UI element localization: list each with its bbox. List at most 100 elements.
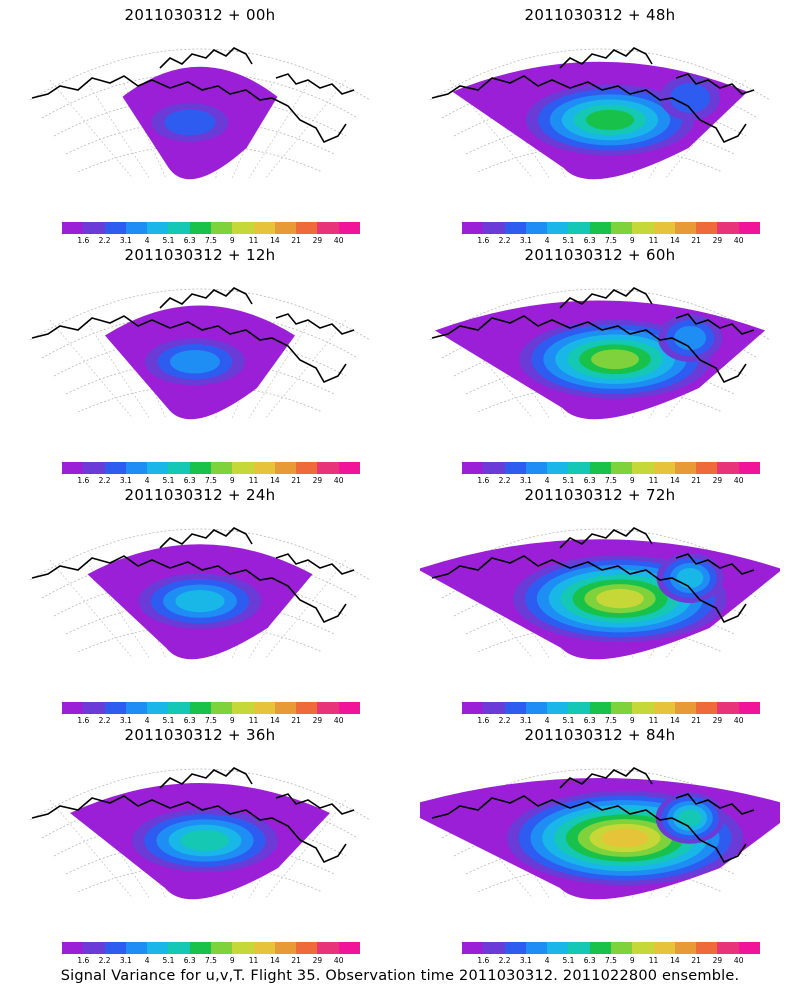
- colorbar-tick-label: 7.5: [205, 956, 217, 965]
- longitude-gridline: [86, 81, 150, 179]
- coastline: [675, 73, 755, 95]
- colorbar-tick-label: 11: [248, 476, 259, 485]
- colorbar-swatch: [189, 942, 211, 954]
- colorbar-labels: 1.6 2.2 3.1 4 5.1 6.3 7.5 9 11 14 21 29 40: [62, 476, 360, 486]
- colorbar-tick-label: 7.5: [605, 236, 617, 245]
- colorbar-swatch: [296, 222, 318, 234]
- colorbar-tick-label: 9: [229, 476, 235, 485]
- colorbar-tick-label: 5.1: [162, 476, 175, 485]
- variance-contour: [164, 109, 216, 136]
- colorbar-swatch: [525, 462, 548, 474]
- colorbar-tick-label: 5.1: [562, 476, 575, 485]
- colorbar-swatch: [274, 462, 297, 474]
- colorbar-swatch: [525, 942, 548, 954]
- colorbar-tick-label: 40: [733, 476, 744, 485]
- colorbar-swatch: [274, 702, 297, 714]
- colorbar-tick-label: 21: [291, 476, 301, 485]
- variance-contour: [674, 326, 706, 350]
- map-panel: 2011030312 + 24h 1.6 2.2 3.1 4 5.1 6.3 7.5 9 11 14…: [0, 480, 400, 725]
- colorbar-swatch: [504, 462, 526, 474]
- colorbar-tick-label: 29: [712, 956, 723, 965]
- colorbar-swatch: [547, 222, 569, 234]
- colorbar-swatch: [653, 702, 675, 714]
- colorbar-swatch: [568, 942, 590, 954]
- colorbar-tick-label: 3.1: [119, 476, 132, 485]
- colorbar-tick-label: 3.1: [519, 956, 532, 965]
- colorbar-tick-label: 14: [670, 956, 680, 965]
- colorbar-swatch: [62, 702, 84, 714]
- panel-title: 2011030312 + 84h: [524, 726, 676, 744]
- colorbar: [462, 942, 760, 954]
- coastline: [675, 313, 755, 335]
- colorbar-tick-label: 29: [712, 236, 723, 245]
- colorbar-swatch: [232, 942, 254, 954]
- coastline: [31, 555, 347, 624]
- colorbar-swatch: [696, 702, 718, 714]
- colorbar-tick-label: 2.2: [98, 236, 111, 245]
- panel-title: 2011030312 + 00h: [124, 6, 276, 24]
- colorbar-swatch: [696, 942, 718, 954]
- colorbar: [62, 462, 360, 474]
- colorbar-tick-label: 5.1: [562, 956, 575, 965]
- colorbar-swatch: [525, 702, 548, 714]
- map-panel: 2011030312 + 12h 1.6 2.2 3.1 4 5.1 6.3 7.5 9 11 14…: [0, 240, 400, 485]
- colorbar-swatch: [610, 942, 633, 954]
- map-panel: 2011030312 + 36h 1.6 2.2 3.1 4 5.1 6.3 7.5 9 11 14…: [0, 720, 400, 965]
- colorbar-tick-label: 40: [333, 476, 344, 485]
- colorbar-swatch: [210, 462, 233, 474]
- colorbar-tick-label: 14: [270, 236, 280, 245]
- colorbar-tick-label: 2.2: [498, 956, 511, 965]
- variance-contour: [170, 349, 220, 374]
- colorbar-swatch: [674, 462, 697, 474]
- variance-contour: [678, 809, 702, 827]
- colorbar-swatch: [168, 942, 190, 954]
- colorbar-swatch: [83, 702, 105, 714]
- colorbar-tick-label: 14: [670, 476, 680, 485]
- colorbar-swatch: [317, 942, 339, 954]
- colorbar-tick-label: 9: [629, 236, 635, 245]
- colorbar-tick-label: 3.1: [119, 956, 132, 965]
- coastline: [559, 287, 653, 309]
- variance-contour: [585, 109, 635, 131]
- colorbar-swatch: [189, 702, 211, 714]
- colorbar-swatch: [168, 702, 190, 714]
- colorbar-swatch: [504, 222, 526, 234]
- coastline: [275, 793, 355, 815]
- colorbar-swatch: [653, 942, 675, 954]
- colorbar-tick-label: 1.6: [477, 476, 490, 485]
- colorbar-tick-label: 2.2: [98, 716, 111, 725]
- colorbar-tick-label: 6.3: [583, 476, 596, 485]
- colorbar-swatch: [738, 702, 760, 714]
- colorbar-tick-label: 7.5: [605, 476, 617, 485]
- colorbar-tick-label: 7.5: [605, 716, 617, 725]
- colorbar-tick-label: 4: [544, 476, 550, 485]
- map-plot: [29, 47, 371, 180]
- colorbar-swatch: [317, 462, 339, 474]
- variance-field: [70, 783, 330, 900]
- longitude-gridline: [49, 79, 133, 179]
- colorbar: [62, 222, 360, 234]
- colorbar-labels: 1.6 2.2 3.1 4 5.1 6.3 7.5 9 11 14 21 29 40: [462, 956, 760, 966]
- colorbar-tick-label: 1.6: [77, 956, 90, 965]
- colorbar-tick-label: 9: [229, 236, 235, 245]
- colorbar-tick-label: 21: [691, 956, 701, 965]
- colorbar-swatch: [253, 702, 275, 714]
- map-plot: [420, 767, 780, 900]
- colorbar-swatch: [168, 462, 190, 474]
- variance-contour: [180, 829, 230, 852]
- colorbar-swatch: [83, 222, 105, 234]
- colorbar-swatch: [547, 462, 569, 474]
- coastline: [159, 527, 253, 549]
- colorbar-swatch: [232, 222, 254, 234]
- panel-title: 2011030312 + 36h: [124, 726, 276, 744]
- colorbar-swatch: [483, 462, 505, 474]
- colorbar-swatch: [253, 942, 275, 954]
- colorbar-swatch: [253, 222, 275, 234]
- variance-contour: [175, 590, 225, 613]
- colorbar-swatch: [338, 942, 360, 954]
- colorbar-swatch: [653, 222, 675, 234]
- colorbar-tick-label: 1.6: [77, 236, 90, 245]
- colorbar-tick-label: 11: [248, 716, 259, 725]
- colorbar-swatch: [125, 702, 148, 714]
- colorbar-swatch: [610, 702, 633, 714]
